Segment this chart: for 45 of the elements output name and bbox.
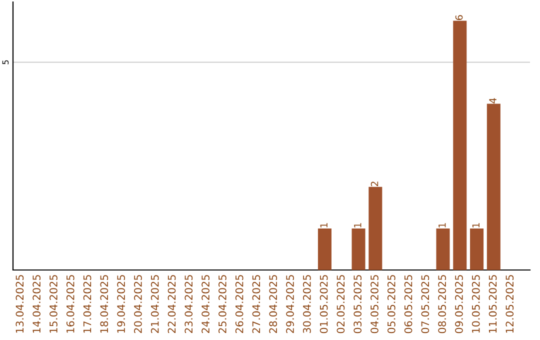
- x-tick-label: 25.04.2025: [218, 275, 226, 334]
- x-tick-label: 29.04.2025: [286, 275, 294, 334]
- x-tick-label: 30.04.2025: [302, 275, 311, 334]
- x-tick-label: 11.05.2025: [488, 275, 497, 333]
- x-tick-label: 10.05.2025: [472, 275, 480, 333]
- x-tick-label: 03.05.2025: [354, 275, 362, 334]
- data-label: 1: [354, 223, 362, 228]
- x-tick-label: 08.05.2025: [438, 275, 446, 334]
- bar: [470, 228, 484, 270]
- bar: [486, 104, 500, 270]
- bar: [436, 228, 450, 270]
- bar: [318, 228, 332, 270]
- x-tick-label: 02.05.2025: [336, 275, 345, 334]
- x-tick-label: 21.04.2025: [150, 275, 159, 334]
- x-tick-label: 06.05.2025: [404, 275, 412, 334]
- x-tick-label: 07.05.2025: [421, 275, 430, 334]
- bar: [368, 186, 382, 270]
- x-tick-label: 04.05.2025: [370, 275, 378, 334]
- data-label: 1: [438, 223, 446, 228]
- x-tick-label: 17.04.2025: [83, 275, 92, 333]
- x-tick-label: 23.04.2025: [184, 275, 193, 334]
- data-label: 2: [370, 182, 378, 186]
- x-tick-label: 15.04.2025: [50, 275, 58, 333]
- x-tick-label: 16.04.2025: [66, 275, 74, 333]
- data-label: 4: [489, 98, 496, 104]
- x-tick-label: 09.05.2025: [455, 275, 463, 334]
- x-tick-label: 26.04.2025: [235, 275, 244, 334]
- x-tick-label: 27.04.2025: [252, 275, 260, 334]
- x-tick-label: 05.05.2025: [387, 275, 396, 334]
- x-tick-label: 28.04.2025: [269, 275, 278, 334]
- data-label: 1: [472, 223, 480, 228]
- x-tick-label: 18.04.2025: [100, 275, 108, 333]
- x-tick-label: 22.04.2025: [168, 275, 176, 334]
- x-tick-label: 24.04.2025: [202, 275, 210, 334]
- x-tick-label: 12.05.2025: [506, 275, 514, 333]
- data-label: 1: [320, 223, 328, 228]
- y-tick-label: 5: [2, 60, 9, 64]
- data-label: 6: [455, 15, 463, 20]
- bar: [352, 228, 366, 270]
- x-tick-label: 01.05.2025: [320, 275, 328, 334]
- x-tick-label: 20.04.2025: [134, 275, 142, 334]
- bar: [453, 20, 467, 270]
- x-tick-label: 13.04.2025: [16, 275, 24, 333]
- x-tick-label: 14.04.2025: [32, 275, 41, 333]
- x-tick-label: 19.04.2025: [117, 275, 125, 333]
